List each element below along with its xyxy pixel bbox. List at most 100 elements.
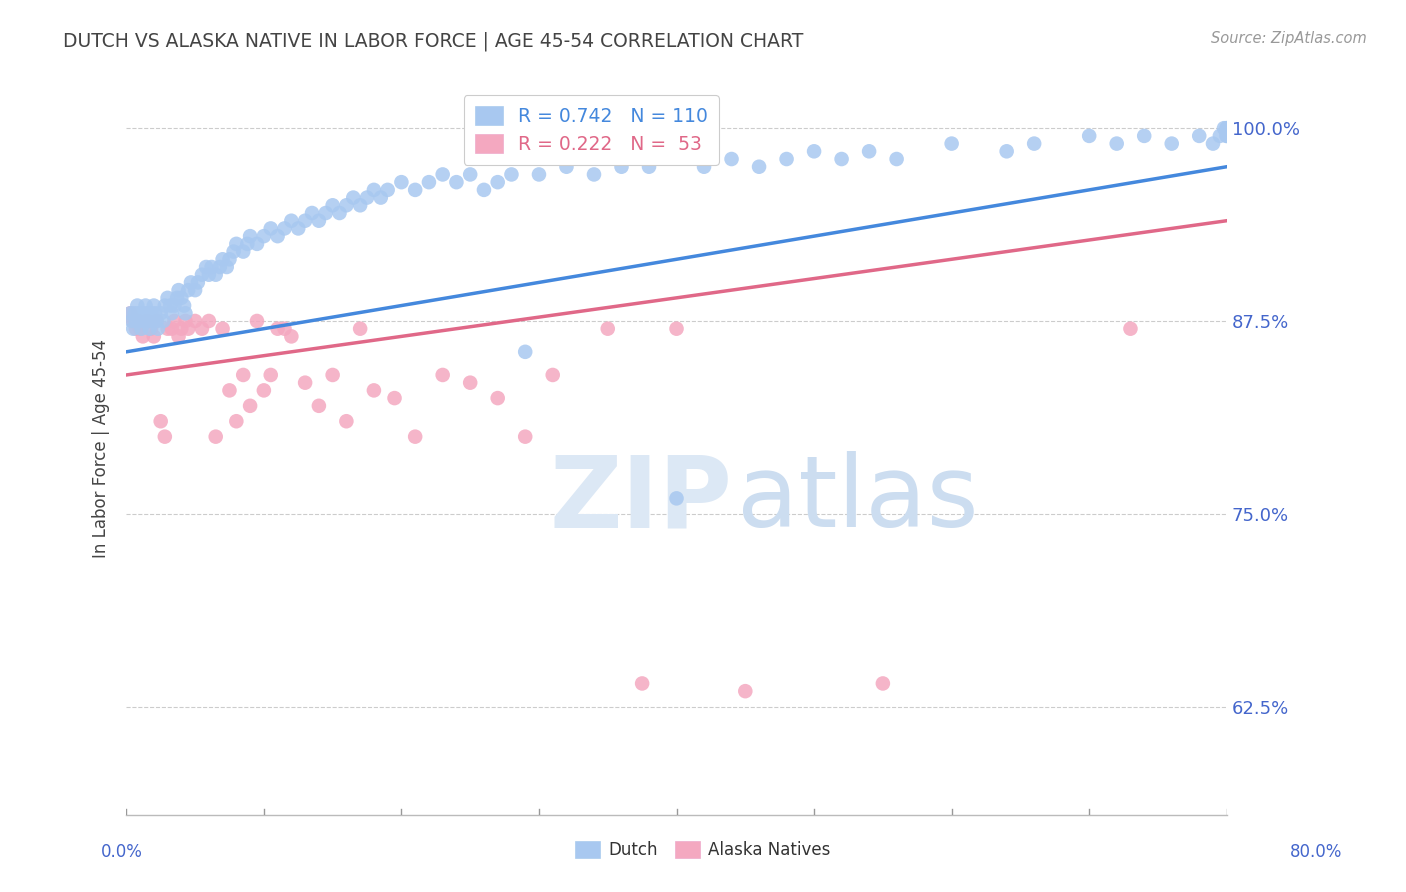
Point — [232, 244, 254, 259]
Point — [246, 236, 269, 251]
Point — [253, 384, 276, 398]
Legend: Dutch, Alaska Natives: Dutch, Alaska Natives — [569, 834, 837, 866]
Point — [239, 399, 262, 413]
Point — [363, 183, 385, 197]
Point — [1216, 121, 1239, 136]
Point — [349, 198, 371, 212]
Point — [127, 299, 149, 313]
Point — [129, 314, 152, 328]
Point — [149, 414, 172, 428]
Point — [458, 168, 481, 182]
Point — [173, 299, 195, 313]
Point — [1188, 128, 1211, 143]
Point — [266, 229, 288, 244]
Point — [184, 314, 207, 328]
Point — [328, 206, 350, 220]
Point — [273, 321, 295, 335]
Text: DUTCH VS ALASKA NATIVE IN LABOR FORCE | AGE 45-54 CORRELATION CHART: DUTCH VS ALASKA NATIVE IN LABOR FORCE | … — [63, 31, 804, 51]
Point — [159, 299, 181, 313]
Point — [1160, 136, 1182, 151]
Point — [886, 152, 908, 166]
Point — [135, 299, 157, 313]
Point — [167, 283, 190, 297]
Text: ZIP: ZIP — [550, 451, 733, 548]
Point — [215, 260, 238, 274]
Point — [260, 368, 283, 382]
Text: 0.0%: 0.0% — [101, 843, 143, 861]
Point — [236, 236, 259, 251]
Point — [131, 321, 153, 335]
Point — [170, 321, 193, 335]
Point — [198, 268, 221, 282]
Point — [596, 321, 619, 335]
Point — [136, 314, 159, 328]
Point — [527, 168, 550, 182]
Point — [995, 145, 1018, 159]
Point — [404, 183, 426, 197]
Point — [218, 384, 240, 398]
Point — [141, 314, 163, 328]
Point — [218, 252, 240, 267]
Point — [280, 329, 302, 343]
Point — [638, 160, 661, 174]
Point — [287, 221, 309, 235]
Point — [142, 329, 165, 343]
Point — [153, 430, 176, 444]
Y-axis label: In Labor Force | Age 45-54: In Labor Force | Age 45-54 — [93, 339, 110, 558]
Point — [200, 260, 222, 274]
Point — [273, 221, 295, 235]
Point — [356, 191, 378, 205]
Point — [145, 314, 167, 328]
Point — [418, 175, 440, 189]
Point — [128, 306, 150, 320]
Point — [225, 236, 247, 251]
Point — [246, 314, 269, 328]
Point — [280, 213, 302, 227]
Point — [232, 368, 254, 382]
Point — [156, 291, 179, 305]
Point — [335, 198, 357, 212]
Point — [941, 136, 963, 151]
Point — [541, 368, 564, 382]
Point — [308, 213, 330, 227]
Point — [160, 306, 183, 320]
Point — [315, 206, 337, 220]
Point — [294, 376, 316, 390]
Point — [610, 160, 633, 174]
Point — [1216, 121, 1239, 136]
Point — [122, 314, 145, 328]
Point — [166, 291, 188, 305]
Point — [177, 321, 200, 335]
Legend: R = 0.742   N = 110, R = 0.222   N =  53: R = 0.742 N = 110, R = 0.222 N = 53 — [464, 95, 718, 165]
Text: atlas: atlas — [737, 451, 979, 548]
Point — [555, 160, 578, 174]
Point — [143, 306, 166, 320]
Point — [163, 314, 186, 328]
Point — [1133, 128, 1156, 143]
Point — [204, 430, 226, 444]
Point — [377, 183, 399, 197]
Point — [187, 276, 209, 290]
Point — [515, 344, 537, 359]
Point — [1024, 136, 1046, 151]
Point — [734, 684, 756, 698]
Point — [720, 152, 742, 166]
Point — [174, 314, 197, 328]
Point — [693, 160, 716, 174]
Point — [177, 283, 200, 297]
Point — [266, 321, 288, 335]
Point — [208, 260, 231, 274]
Point — [1119, 321, 1142, 335]
Point — [152, 314, 174, 328]
Point — [124, 306, 146, 320]
Point — [665, 491, 688, 506]
Point — [1209, 128, 1232, 143]
Point — [120, 306, 142, 320]
Point — [253, 229, 276, 244]
Point — [1213, 121, 1236, 136]
Point — [631, 676, 654, 690]
Point — [748, 160, 770, 174]
Point — [501, 168, 523, 182]
Point — [391, 175, 413, 189]
Point — [1216, 128, 1239, 143]
